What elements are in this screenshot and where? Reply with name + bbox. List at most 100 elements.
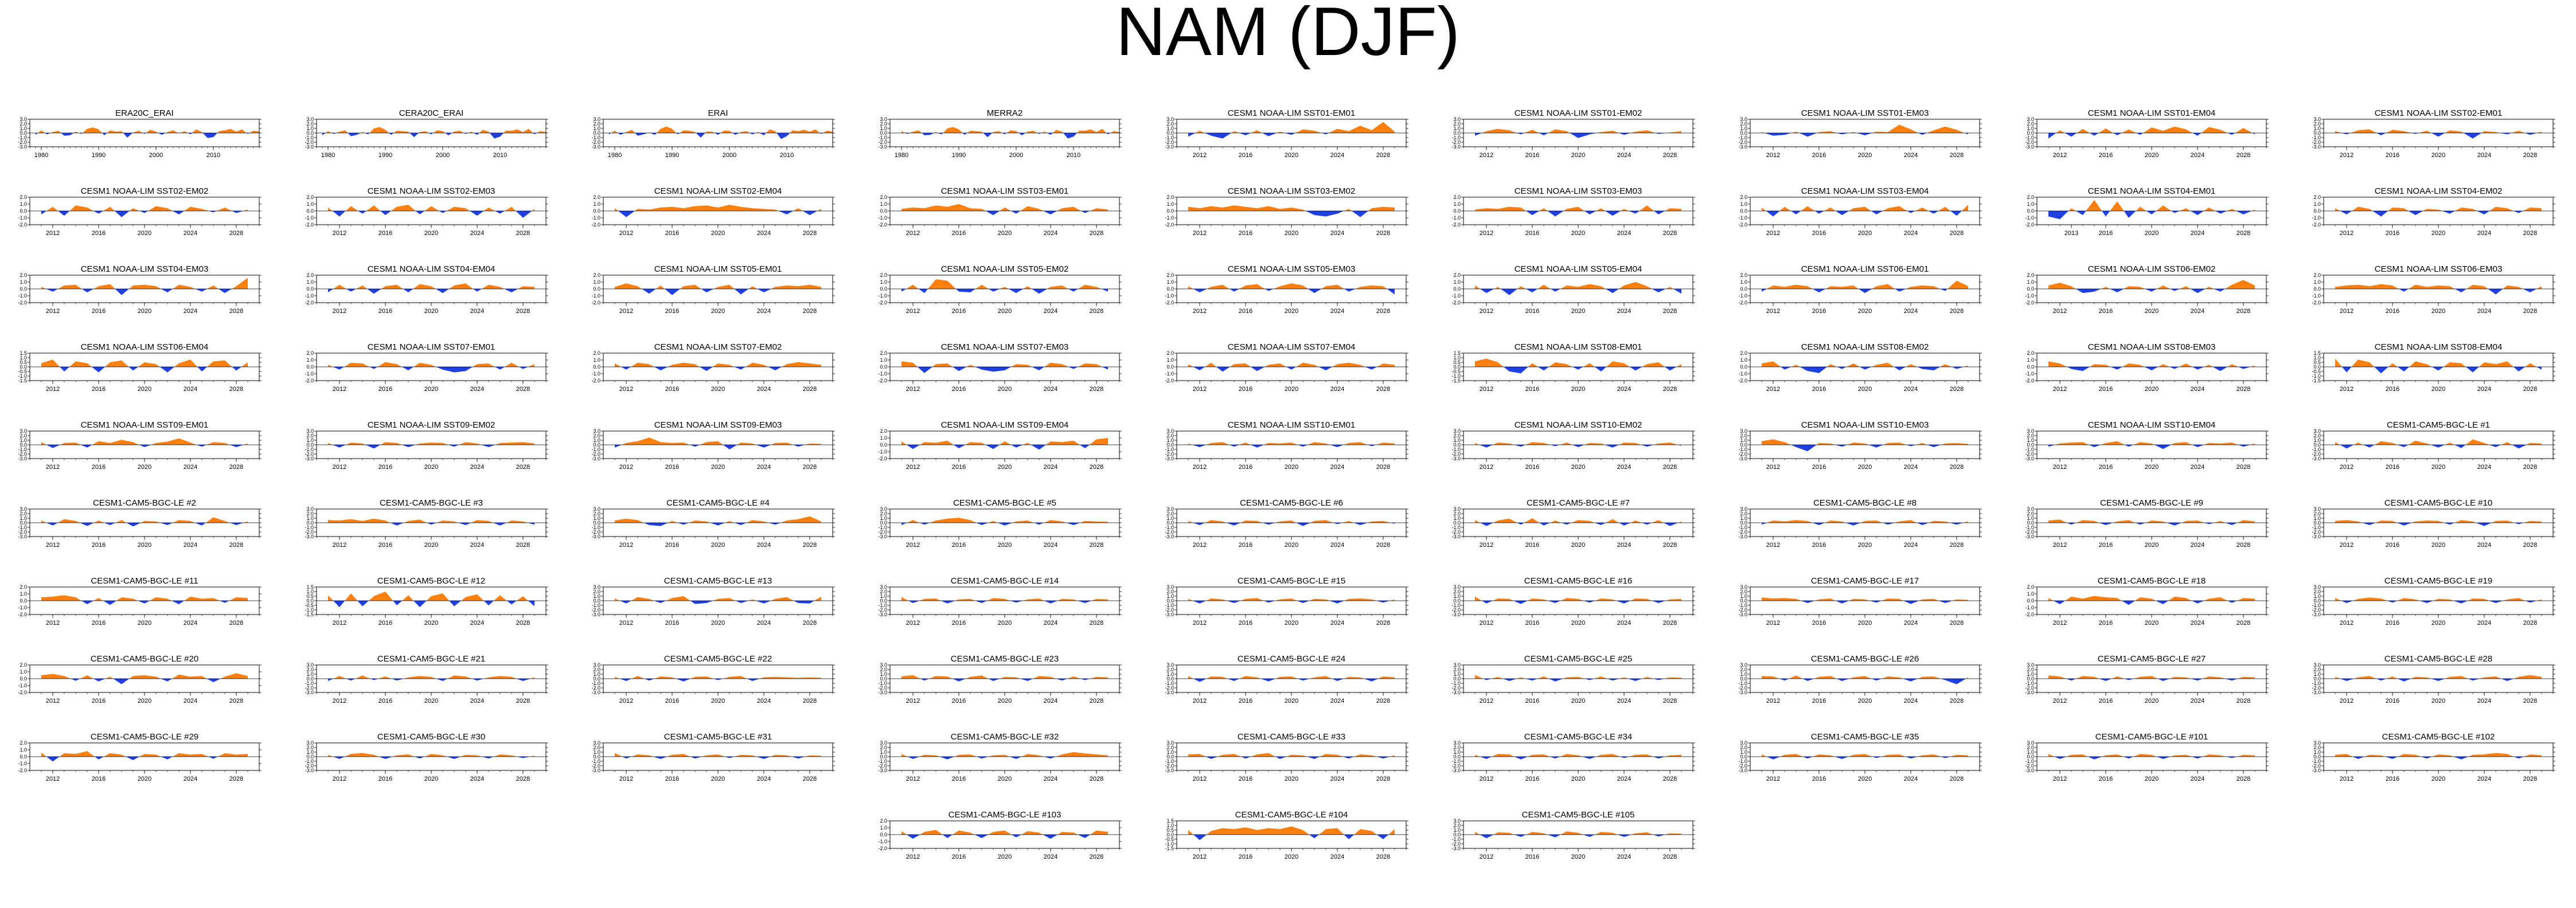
positive-area (339, 519, 351, 523)
positive-area (1509, 443, 1515, 445)
positive-area (746, 520, 752, 523)
positive-area (1280, 283, 1291, 289)
positive-area (500, 443, 512, 445)
positive-area (424, 206, 431, 211)
positive-area (1957, 443, 1968, 445)
positive-area (787, 597, 794, 601)
y-tick-label: -2.0 (1738, 139, 1747, 145)
negative-area (1670, 523, 1678, 526)
x-tick-label: 2012 (46, 542, 60, 549)
positive-area (1665, 208, 1670, 211)
negative-area (1509, 289, 1517, 295)
negative-area (626, 367, 631, 370)
x-tick-label: 2012 (2053, 152, 2067, 159)
positive-area (741, 443, 752, 445)
negative-area (2454, 445, 2461, 448)
y-tick-label: -3.0 (2025, 144, 2034, 150)
negative-area (2372, 211, 2381, 217)
positive-area (638, 209, 649, 211)
positive-area (1929, 520, 1934, 523)
positive-area (748, 286, 752, 289)
negative-area (1291, 367, 1296, 370)
positive-area (512, 206, 516, 211)
y-tick-label: -1.0 (305, 293, 314, 299)
positive-area (1269, 443, 1280, 445)
positive-area (1830, 131, 1837, 133)
x-tick-label: 2016 (952, 542, 966, 549)
x-tick-label: 2012 (906, 308, 920, 315)
negative-area (1796, 445, 1808, 452)
positive-area (1653, 443, 1658, 445)
x-tick-label: 2012 (1766, 542, 1780, 549)
positive-area (936, 598, 942, 601)
positive-area (443, 520, 454, 523)
x-tick-label: 1990 (952, 152, 966, 159)
y-tick-label: -2.0 (1738, 451, 1747, 457)
panel-title: CESM1 NOAA-LIM SST04-EM03 (81, 264, 209, 274)
x-tick-label: 2016 (1525, 464, 1539, 471)
positive-area (454, 521, 459, 523)
y-tick-label: -1.0 (2312, 135, 2321, 140)
positive-area (1329, 128, 1337, 133)
chart-panel: CESM1 NOAA-LIM SST08-EM011.51.00.50.0-0.… (1451, 342, 1695, 393)
negative-area (403, 289, 408, 292)
positive-area (1367, 521, 1372, 523)
positive-area (58, 131, 61, 133)
y-tick-label: 3.0 (880, 116, 887, 122)
positive-area (2156, 205, 2163, 211)
negative-area (2067, 523, 2071, 525)
x-tick-label: 2020 (2431, 152, 2445, 159)
negative-area (1326, 211, 1337, 217)
y-tick-label: 0.0 (19, 286, 27, 292)
x-tick-label: 2012 (619, 464, 633, 471)
positive-area (810, 516, 821, 523)
negative-area (1888, 523, 1895, 525)
positive-area (540, 131, 546, 133)
negative-area (735, 601, 741, 603)
positive-area (393, 131, 397, 133)
y-tick-label: 2.0 (1740, 350, 1747, 356)
negative-area (2170, 289, 2175, 291)
negative-area (1613, 445, 1619, 448)
panel-title: CESM1 NOAA-LIM SST08-EM04 (2375, 342, 2503, 352)
negative-area (1605, 445, 1613, 448)
positive-area (333, 284, 339, 289)
positive-area (1548, 129, 1555, 133)
x-tick-label: 2012 (2340, 152, 2353, 159)
x-tick-label: 2016 (2386, 230, 2399, 237)
negative-area (2519, 367, 2526, 371)
positive-area (2473, 439, 2484, 445)
negative-area (2067, 367, 2071, 369)
x-tick-label: 2024 (184, 620, 197, 627)
negative-area (1486, 289, 1494, 293)
negative-area (1800, 367, 1808, 371)
positive-area (2232, 280, 2243, 289)
y-tick-label: -2.0 (591, 300, 600, 306)
x-tick-label: 2028 (1376, 464, 1390, 471)
positive-area (431, 443, 443, 445)
negative-area (2512, 445, 2519, 449)
negative-area (985, 211, 993, 216)
y-tick-label: 1.0 (1740, 279, 1747, 285)
positive-area (959, 204, 970, 211)
x-tick-label: 2028 (803, 464, 817, 471)
positive-area (1934, 286, 1941, 289)
positive-area (60, 443, 64, 445)
positive-area (216, 208, 225, 211)
negative-area (2236, 211, 2243, 214)
positive-area (2243, 280, 2255, 289)
x-tick-label: 2028 (516, 230, 530, 237)
negative-area (158, 133, 162, 135)
negative-area (436, 367, 443, 370)
negative-area (87, 289, 94, 292)
positive-area (1280, 443, 1291, 445)
positive-area (707, 441, 718, 445)
positive-area (2388, 208, 2392, 211)
positive-area (1085, 363, 1096, 367)
positive-area (680, 286, 684, 289)
negative-area (1043, 211, 1051, 214)
negative-area (2064, 133, 2071, 137)
positive-area (2507, 520, 2515, 523)
negative-area (1673, 289, 1681, 294)
